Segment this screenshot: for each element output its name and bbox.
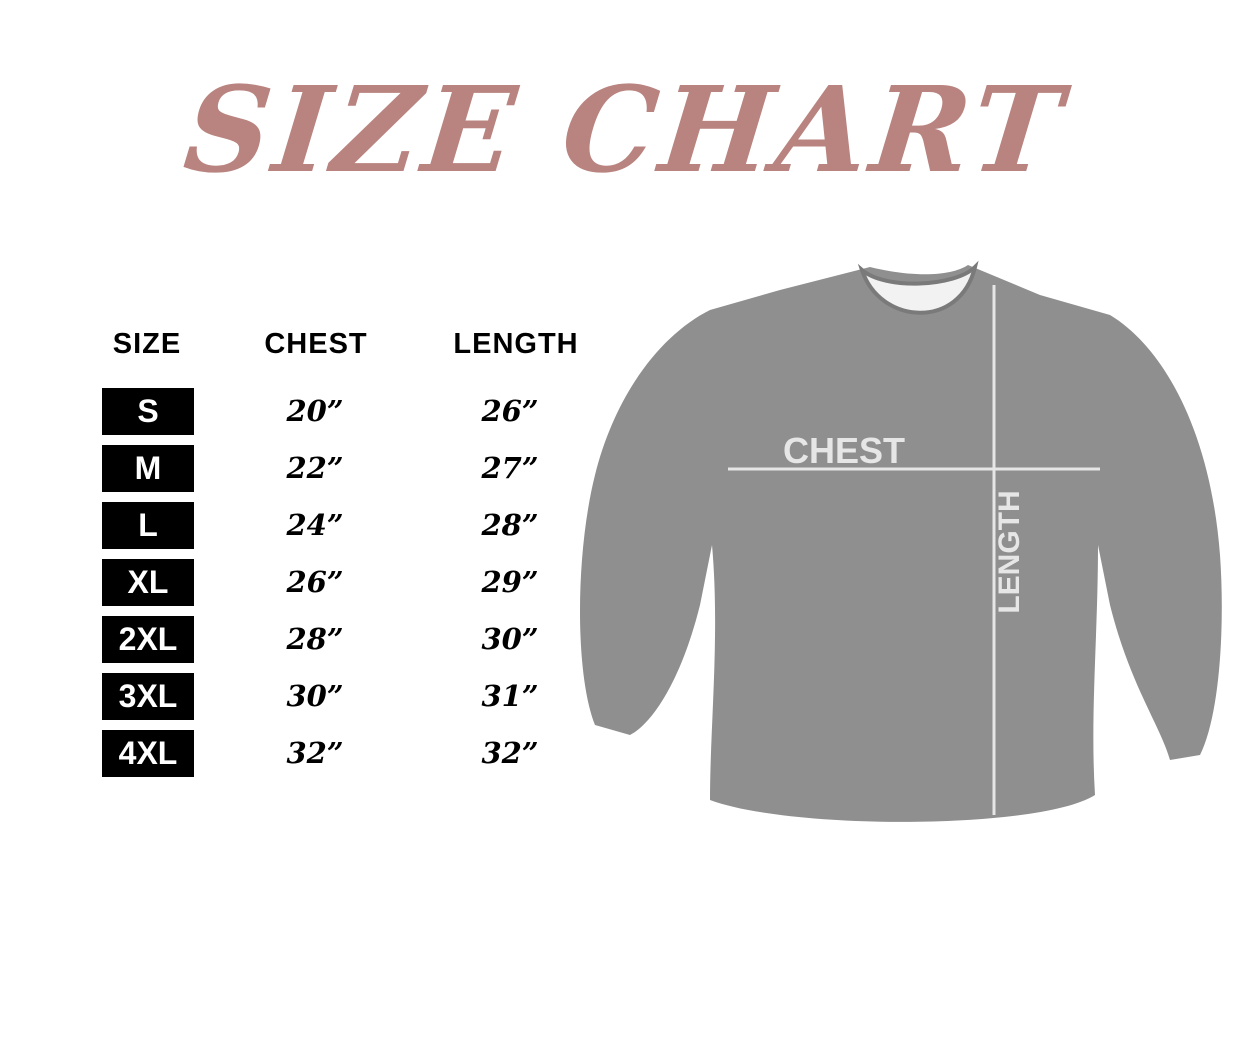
size-badge: XL [102,559,194,606]
length-value: 29” [481,565,539,599]
size-badge: 3XL [102,673,194,720]
sweatshirt-image [580,260,1222,822]
length-value: 32” [481,736,539,770]
size-badge: M [102,445,194,492]
table-row: M 22” 27” [0,445,620,492]
table-row: 2XL 28” 30” [0,616,620,663]
table-row: S 20” 26” [0,388,620,435]
size-badge: L [102,502,194,549]
table-row: XL 26” 29” [0,559,620,606]
table-row: 3XL 30” 31” [0,673,620,720]
header-chest: CHEST [264,328,368,360]
chest-value: 20” [286,394,344,428]
chest-value: 28” [286,622,344,656]
header-length: LENGTH [453,328,579,360]
size-badge: S [102,388,194,435]
chest-label: CHEST [783,430,906,471]
size-badge: 2XL [102,616,194,663]
sweatshirt-body [580,265,1222,822]
length-value: 26” [481,394,539,428]
chest-value: 22” [286,451,344,485]
chest-value: 26” [286,565,344,599]
length-value: 27” [481,451,539,485]
sweatshirt-collar [857,260,979,315]
header-size: SIZE [112,328,182,360]
size-badge: 4XL [102,730,194,777]
length-value: 30” [481,622,539,656]
page-title: SIZE CHART [178,60,1072,199]
length-value: 31” [481,679,539,713]
table-row: 4XL 32” 32” [0,730,620,777]
table-row: L 24” 28” [0,502,620,549]
length-label: LENGTH [993,490,1026,614]
chest-value: 24” [286,508,344,542]
chest-value: 30” [286,679,344,713]
chest-value: 32” [286,736,344,770]
length-value: 28” [481,508,539,542]
